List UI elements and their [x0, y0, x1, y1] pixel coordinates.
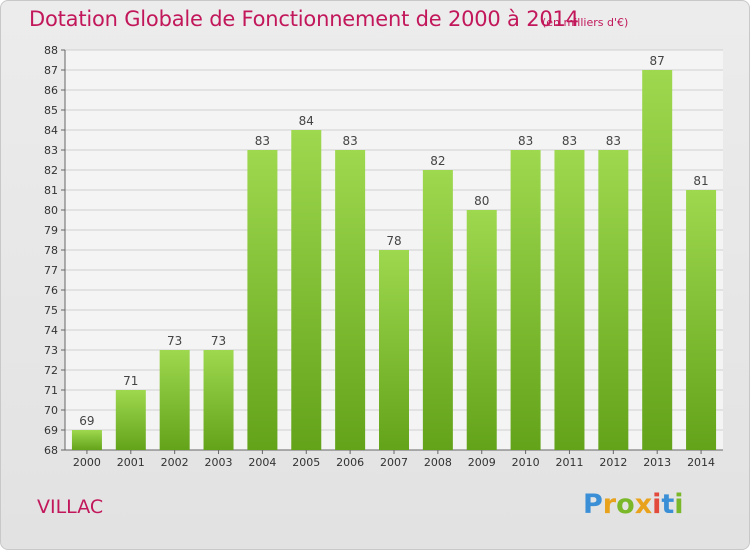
logo-letter: i — [674, 489, 684, 520]
x-tick-label: 2008 — [424, 456, 452, 469]
y-tick-label: 86 — [44, 84, 58, 97]
data-label: 82 — [430, 154, 445, 168]
chart-title: Dotation Globale de Fonctionnement de 20… — [29, 7, 579, 31]
x-tick-label: 2011 — [555, 456, 583, 469]
data-label: 83 — [606, 134, 621, 148]
data-label: 87 — [650, 54, 665, 68]
x-tick-label: 2010 — [512, 456, 540, 469]
y-tick-label: 70 — [44, 404, 58, 417]
y-tick-label: 73 — [44, 344, 58, 357]
y-tick-label: 88 — [44, 44, 58, 57]
y-tick-label: 82 — [44, 164, 58, 177]
y-tick-label: 69 — [44, 424, 58, 437]
y-tick-label: 74 — [44, 324, 58, 337]
data-label: 83 — [562, 134, 577, 148]
x-tick-label: 2000 — [73, 456, 101, 469]
bar — [335, 150, 366, 450]
data-label: 83 — [342, 134, 357, 148]
x-tick-label: 2002 — [161, 456, 189, 469]
data-label: 71 — [123, 374, 138, 388]
y-tick-label: 75 — [44, 304, 58, 317]
bar — [598, 150, 629, 450]
x-tick-label: 2006 — [336, 456, 364, 469]
commune-name: VILLAC — [37, 496, 104, 518]
y-tick-label: 79 — [44, 224, 58, 237]
bar — [686, 190, 717, 450]
logo-letter: o — [616, 489, 635, 520]
y-tick-label: 83 — [44, 144, 58, 157]
bar — [466, 210, 497, 450]
y-tick-label: 80 — [44, 204, 58, 217]
logo-letter: P — [583, 489, 603, 520]
logo-letter: x — [634, 489, 653, 520]
logo-letter: r — [602, 489, 617, 520]
data-label: 69 — [79, 414, 94, 428]
bar — [510, 150, 541, 450]
x-tick-label: 2001 — [117, 456, 145, 469]
x-tick-label: 2004 — [248, 456, 276, 469]
bar — [159, 350, 190, 450]
x-tick-label: 2014 — [687, 456, 715, 469]
bar — [379, 250, 409, 450]
logo-letter: t — [661, 489, 675, 520]
data-label: 84 — [299, 114, 314, 128]
bar — [247, 150, 278, 450]
proxiti-logo: Proxiti — [583, 489, 684, 520]
bar — [203, 350, 234, 450]
data-label: 78 — [386, 234, 401, 248]
bar — [115, 390, 146, 450]
y-tick-label: 68 — [44, 444, 58, 457]
bar — [71, 430, 102, 450]
chart-subtitle: (en milliers d'€) — [542, 16, 629, 29]
y-tick-label: 81 — [44, 184, 58, 197]
bar — [291, 130, 322, 450]
y-tick-label: 84 — [44, 124, 58, 137]
y-tick-label: 72 — [44, 364, 58, 377]
data-label: 83 — [255, 134, 270, 148]
data-label: 81 — [693, 174, 708, 188]
y-tick-label: 78 — [44, 244, 58, 257]
data-label: 73 — [211, 334, 226, 348]
x-tick-label: 2013 — [643, 456, 671, 469]
y-tick-label: 87 — [44, 64, 58, 77]
data-label: 80 — [474, 194, 489, 208]
x-tick-label: 2005 — [292, 456, 320, 469]
y-tick-label: 85 — [44, 104, 58, 117]
y-tick-label: 71 — [44, 384, 58, 397]
y-tick-label: 76 — [44, 284, 58, 297]
y-tick-label: 77 — [44, 264, 58, 277]
bar — [642, 70, 673, 450]
x-tick-label: 2007 — [380, 456, 408, 469]
bar — [422, 170, 453, 450]
logo-letter: i — [652, 489, 662, 520]
x-tick-label: 2009 — [468, 456, 496, 469]
bar — [554, 150, 585, 450]
data-label: 73 — [167, 334, 182, 348]
x-tick-label: 2012 — [599, 456, 627, 469]
data-label: 83 — [518, 134, 533, 148]
x-tick-label: 2003 — [205, 456, 233, 469]
